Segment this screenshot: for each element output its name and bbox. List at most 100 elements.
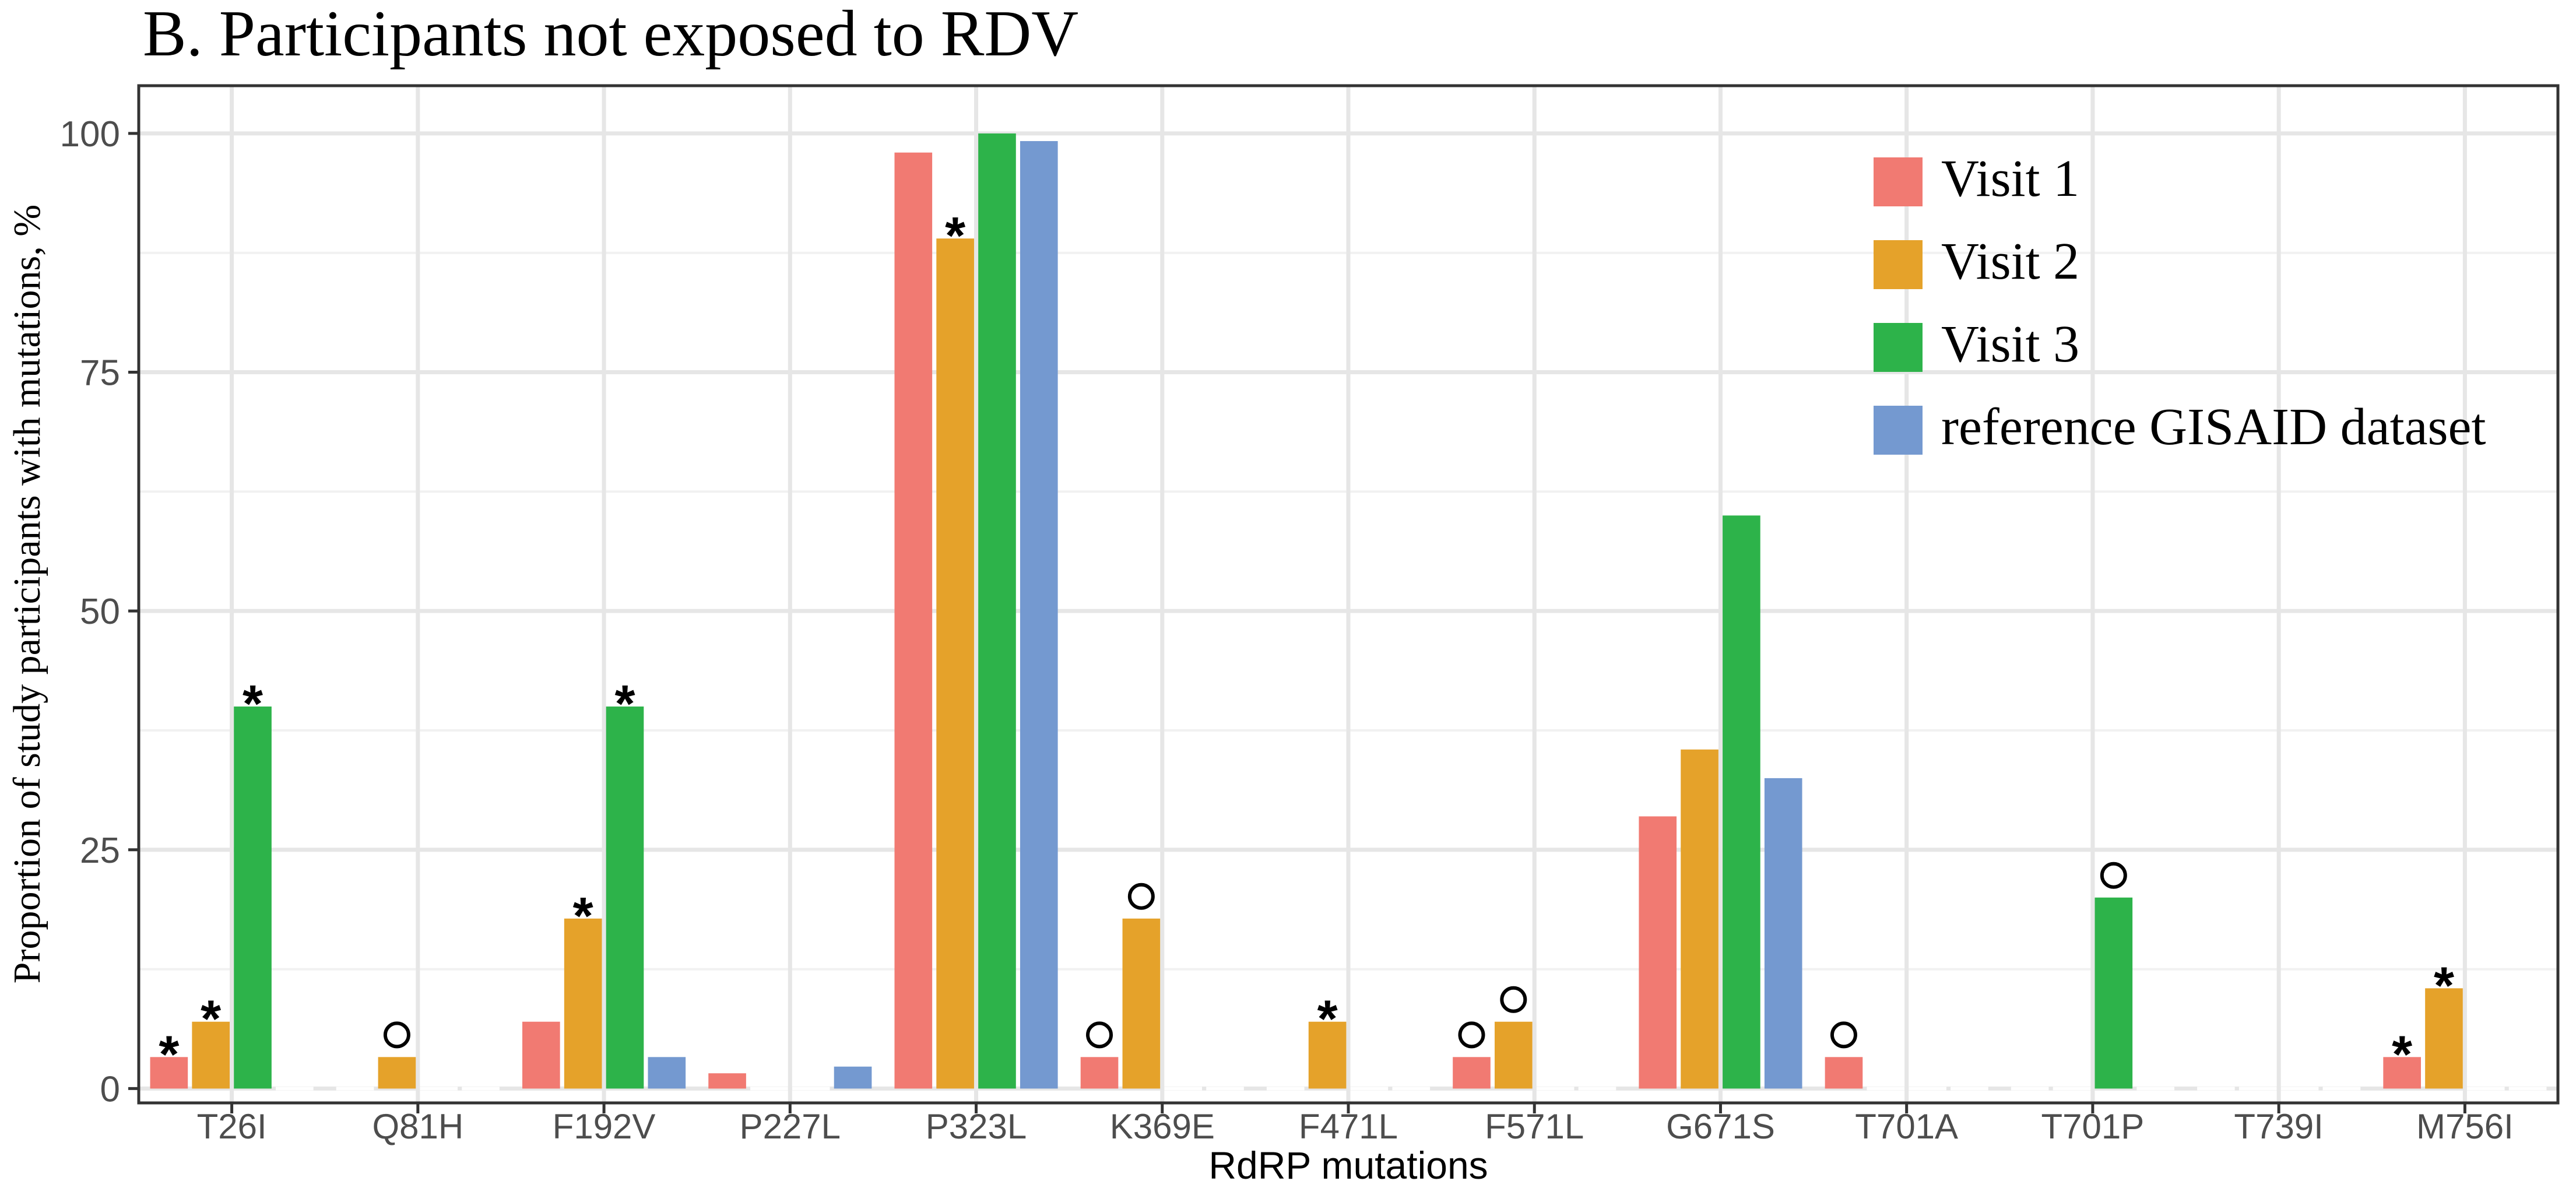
- legend-label: Visit 2: [1941, 233, 2079, 290]
- significance-circle: ○: [1127, 883, 1155, 910]
- zero-bar-q81h-reference-gisaid-dataset: [462, 1087, 500, 1091]
- zero-bar-k369e-reference-gisaid-dataset: [1206, 1087, 1244, 1091]
- bar-f192v-visit-1: [522, 1021, 560, 1089]
- y-tick-label: 50: [80, 592, 120, 632]
- significance-star: *: [201, 990, 221, 1049]
- zero-bar-p227l-visit-3: [792, 1087, 830, 1091]
- bar-q81h-visit-2: [378, 1057, 416, 1089]
- zero-bar-q81h-visit-1: [336, 1087, 374, 1091]
- bar-p227l-visit-1: [708, 1073, 746, 1089]
- significance-star: *: [614, 675, 635, 733]
- bar-g671s-reference-gisaid-dataset: [1764, 778, 1802, 1089]
- significance-star: *: [243, 675, 263, 733]
- significance-circle: ○: [1500, 986, 1527, 1013]
- chart-title: B. Participants not exposed to RDV: [143, 0, 1078, 70]
- bar-t26i-visit-1: [150, 1057, 188, 1089]
- zero-bar-t739i-reference-gisaid-dataset: [2322, 1087, 2361, 1091]
- bars: [150, 133, 2547, 1091]
- x-tick-label: T701P: [2041, 1107, 2145, 1146]
- zero-bar-m756i-visit-3: [2466, 1087, 2505, 1091]
- x-axis: T26I Q81H F192V P227L P323L K369E F471L F571L G6…: [197, 1103, 2514, 1146]
- x-tick-label: F571L: [1485, 1107, 1584, 1146]
- bar-f571l-visit-2: [1494, 1021, 1533, 1089]
- x-tick-label: T701A: [1855, 1107, 1958, 1146]
- x-tick-label: Q81H: [372, 1107, 463, 1146]
- zero-bar-f471l-visit-1: [1266, 1087, 1305, 1091]
- zero-bar-t701a-visit-2: [1867, 1087, 1905, 1091]
- x-tick-label: F471L: [1299, 1107, 1398, 1146]
- bar-t701a-visit-1: [1825, 1057, 1863, 1089]
- bar-m756i-visit-2: [2425, 988, 2463, 1089]
- zero-bar-p227l-visit-2: [750, 1087, 788, 1091]
- bar-t26i-visit-2: [192, 1021, 230, 1089]
- x-tick-label: T739I: [2234, 1107, 2323, 1146]
- significance-star: *: [159, 1025, 179, 1084]
- y-axis: 0 25 50 75 100: [60, 114, 139, 1109]
- significance-star: *: [573, 887, 593, 946]
- legend-label: Visit 3: [1941, 315, 2079, 373]
- bar-f192v-reference-gisaid-dataset: [648, 1057, 686, 1089]
- annotations: * * * ○ * * * ○ ○ * ○ ○ ○ ○ * *: [159, 207, 2454, 1084]
- significance-circle: ○: [1458, 1021, 1485, 1049]
- zero-bar-f571l-reference-gisaid-dataset: [1578, 1087, 1616, 1091]
- zero-bar-f471l-visit-3: [1350, 1087, 1389, 1091]
- significance-star: *: [1317, 990, 1338, 1049]
- zero-bar-t701a-reference-gisaid-dataset: [1951, 1087, 1988, 1091]
- legend-key-visit-1: [1874, 157, 1923, 206]
- zero-bar-t701p-visit-2: [2053, 1087, 2091, 1091]
- bar-p323l-visit-1: [894, 152, 933, 1089]
- zero-bar-t701a-visit-3: [1909, 1087, 1946, 1091]
- significance-star: *: [2392, 1025, 2412, 1084]
- x-tick-label: T26I: [197, 1107, 267, 1146]
- legend-label: Visit 1: [1941, 150, 2079, 208]
- significance-star: *: [2434, 957, 2454, 1015]
- legend: Visit 1 Visit 2 Visit 3 reference GISAID da…: [1874, 150, 2486, 456]
- x-tick-label: P227L: [740, 1107, 841, 1146]
- x-tick-label: G671S: [1666, 1107, 1775, 1146]
- significance-circle: ○: [383, 1021, 410, 1049]
- bar-f571l-visit-1: [1453, 1057, 1491, 1089]
- significance-circle: ○: [2100, 862, 2127, 889]
- bar-p323l-visit-3: [978, 133, 1016, 1089]
- y-tick-label: 100: [60, 114, 120, 154]
- y-tick-label: 0: [100, 1069, 120, 1109]
- x-tick-label: P323L: [926, 1107, 1027, 1146]
- bar-g671s-visit-2: [1681, 749, 1718, 1089]
- zero-bar-t739i-visit-1: [2197, 1087, 2235, 1091]
- legend-key-visit-2: [1874, 240, 1923, 289]
- zero-bar-f571l-visit-3: [1536, 1087, 1575, 1091]
- y-tick-label: 25: [80, 831, 120, 871]
- bar-f192v-visit-2: [564, 918, 602, 1089]
- zero-bar-t26i-reference-gisaid-dataset: [276, 1087, 314, 1091]
- zero-bar-t739i-visit-2: [2238, 1087, 2277, 1091]
- bar-p323l-reference-gisaid-dataset: [1020, 141, 1058, 1089]
- bar-f192v-visit-3: [606, 707, 644, 1089]
- significance-star: *: [945, 207, 965, 265]
- bar-m756i-visit-1: [2383, 1057, 2421, 1089]
- legend-key-visit-3: [1874, 323, 1923, 372]
- x-tick-label: F192V: [553, 1107, 656, 1146]
- x-tick-label: K369E: [1110, 1107, 1215, 1146]
- zero-bar-t701p-reference-gisaid-dataset: [2136, 1087, 2174, 1091]
- bar-p227l-reference-gisaid-dataset: [834, 1066, 872, 1089]
- bar-t701p-visit-3: [2094, 897, 2133, 1089]
- significance-circle: ○: [1086, 1021, 1113, 1049]
- zero-bar-t739i-visit-3: [2280, 1087, 2319, 1091]
- grid: [139, 86, 2558, 1103]
- x-tick-label: M756I: [2416, 1107, 2514, 1146]
- bar-g671s-visit-3: [1723, 515, 1760, 1089]
- bar-p323l-visit-2: [936, 238, 974, 1089]
- bar-f471l-visit-2: [1308, 1021, 1347, 1089]
- zero-bar-t701p-visit-1: [2011, 1087, 2049, 1091]
- zero-bar-m756i-reference-gisaid-dataset: [2508, 1087, 2547, 1091]
- bar-k369e-visit-2: [1122, 918, 1161, 1089]
- zero-bar-f471l-reference-gisaid-dataset: [1392, 1087, 1431, 1091]
- bar-t26i-visit-3: [234, 707, 272, 1089]
- y-tick-label: 75: [80, 353, 120, 393]
- x-axis-title: RdRP mutations: [1208, 1144, 1488, 1187]
- zero-bar-k369e-visit-3: [1164, 1087, 1203, 1091]
- legend-label: reference GISAID dataset: [1941, 398, 2486, 456]
- significance-circle: ○: [1830, 1021, 1857, 1049]
- bar-k369e-visit-1: [1080, 1057, 1119, 1089]
